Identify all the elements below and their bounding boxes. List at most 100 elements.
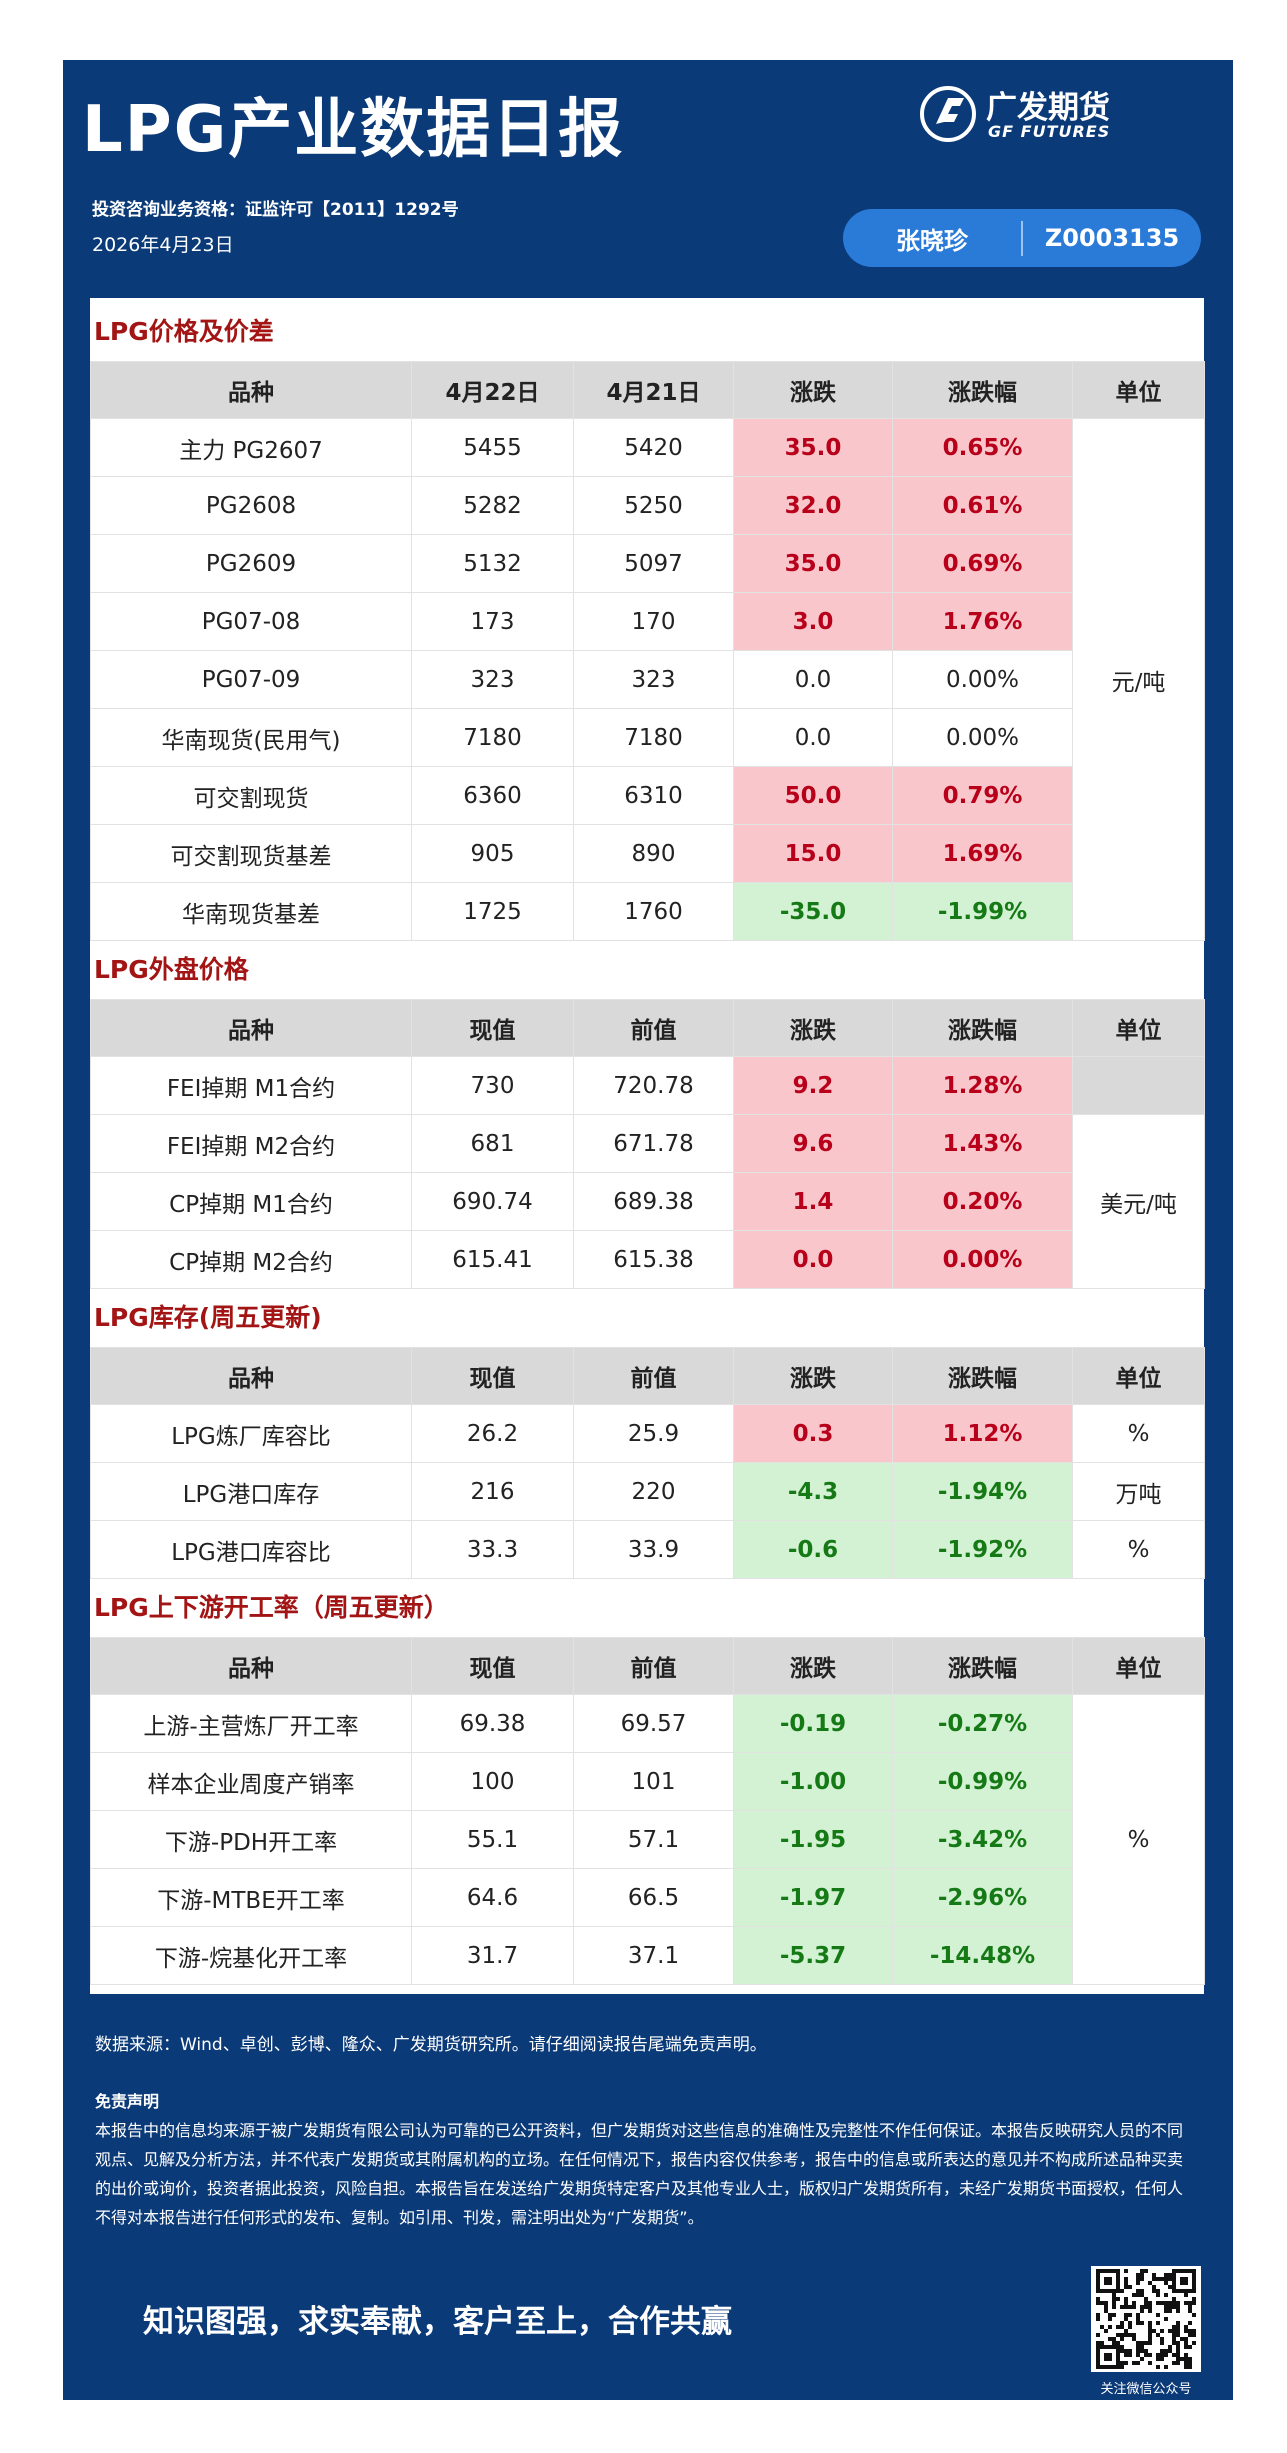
data-row: FEI掉期 M1合约 730 720.78 9.2 1.28% [90,1056,1205,1115]
value-cell: 7180 [573,708,734,767]
qr-module [1168,2349,1172,2353]
qr-module [1148,2321,1152,2325]
qr-module [1136,2273,1140,2277]
qr-module [1148,2329,1152,2333]
data-row: 华南现货(民用气) 7180 7180 0.0 0.00% [90,708,1205,767]
qr-module [1172,2305,1176,2309]
value-cell: 5250 [573,476,734,535]
value-cell: 15.0 [733,824,893,883]
unit-cell: % [1072,1404,1205,1463]
qr-module [1172,2341,1176,2345]
data-row: 上游-主营炼厂开工率 69.38 69.57 -0.19 -0.27%% [90,1694,1205,1985]
qr-module [1124,2313,1128,2317]
item-name: CP掉期 M1合约 [90,1172,412,1231]
value-cell: 9.6 [733,1114,893,1173]
item-name: 上游-主营炼厂开工率 [90,1694,412,1753]
qr-module [1176,2329,1180,2333]
qr-module [1148,2337,1152,2341]
value-cell: 7180 [411,708,574,767]
data-row: 下游-烷基化开工率 31.7 37.1 -5.37 -14.48% [90,1926,1205,1985]
qr-module [1152,2329,1156,2333]
qr-module [1168,2305,1172,2309]
qr-module [1108,2337,1112,2341]
qr-module [1164,2273,1168,2277]
qr-module [1160,2353,1164,2357]
logo-icon [920,86,976,142]
qr-module [1180,2357,1184,2361]
header-row: 品种 现值 前值 涨跌 涨跌幅 单位 [90,999,1205,1057]
value-cell: 0.20% [892,1172,1073,1231]
value-cell: 100 [411,1752,574,1811]
qr-module [1140,2357,1144,2361]
data-row: LPG炼厂库容比 26.2 25.9 0.3 1.12%% [90,1404,1205,1463]
source: 数据来源：Wind、卓创、彭博、隆众、广发期货研究所。请仔细阅读报告尾端免责声明… [95,2035,767,2055]
header-cell: 4月22日 [411,361,574,419]
qr-module [1140,2305,1144,2309]
header-cell: 现值 [411,1347,574,1405]
qr-module [1124,2317,1128,2321]
qr-module [1120,2321,1124,2325]
qr-module [1124,2285,1128,2289]
qr-module [1128,2321,1132,2325]
qr-module [1176,2349,1180,2353]
qr-module [1136,2361,1140,2365]
qr-module [1124,2349,1128,2353]
header-cell: 涨跌 [733,999,893,1057]
qr-module [1188,2345,1192,2349]
title: LPG产业数据日报 [82,93,625,167]
qr-module [1176,2301,1180,2305]
qr-module [1164,2317,1168,2321]
value-cell: 0.00% [892,1230,1073,1289]
value-cell: 1.43% [892,1114,1073,1173]
qr-module [1176,2341,1180,2345]
qr-module [1124,2281,1128,2285]
value-cell: 1.4 [733,1172,893,1231]
value-cell: 1.12% [892,1404,1073,1463]
qr-module [1164,2309,1168,2313]
qr-module [1164,2277,1168,2281]
qr-module [1192,2313,1196,2317]
value-cell: 1725 [411,882,574,941]
qr-module [1112,2297,1116,2301]
qr-module [1192,2297,1196,2301]
section-title: LPG库存(周五更新) [94,1303,322,1332]
value-cell: 0.65% [892,418,1073,477]
value-cell: 0.0 [733,650,893,709]
value-cell: 5420 [573,418,734,477]
qr-module [1180,2277,1188,2285]
value-cell: 55.1 [411,1810,574,1869]
qr-module [1184,2361,1188,2365]
qr-module [1188,2301,1192,2305]
value-cell: 690.74 [411,1172,574,1231]
qr-module [1120,2337,1124,2341]
qr-module [1184,2341,1188,2345]
qr-module [1112,2341,1116,2345]
value-cell: -5.37 [733,1926,893,1985]
unit-cell: % [1072,1694,1205,1985]
header-cell: 涨跌幅 [892,1637,1073,1695]
qr-module [1124,2297,1128,2301]
item-name: PG2609 [90,534,412,593]
qr-module [1168,2345,1172,2349]
header-cell: 前值 [573,999,734,1057]
value-cell: 35.0 [733,534,893,593]
item-name: 下游-烷基化开工率 [90,1926,412,1985]
qr-module [1096,2341,1100,2345]
qr-module [1128,2353,1132,2357]
header-cell: 涨跌 [733,1347,893,1405]
qr-module [1132,2293,1136,2297]
qr-module [1140,2269,1144,2273]
license: 投资咨询业务资格：证监许可【2011】1292号 [92,200,459,220]
qr-module [1120,2333,1124,2337]
qr-module [1116,2333,1120,2337]
qr-module [1132,2361,1136,2365]
header-cell: 单位 [1072,1637,1205,1695]
qr-module [1156,2365,1160,2369]
item-name: PG2608 [90,476,412,535]
qr-module [1100,2301,1104,2305]
qr-module [1140,2341,1144,2345]
value-cell: 615.38 [573,1230,734,1289]
qr-module [1148,2325,1152,2329]
header-cell: 现值 [411,999,574,1057]
data-table: 品种 4月22日 4月21日 涨跌 涨跌幅 单位 主力 PG2607 5455 5420 35.0… [90,361,1205,941]
